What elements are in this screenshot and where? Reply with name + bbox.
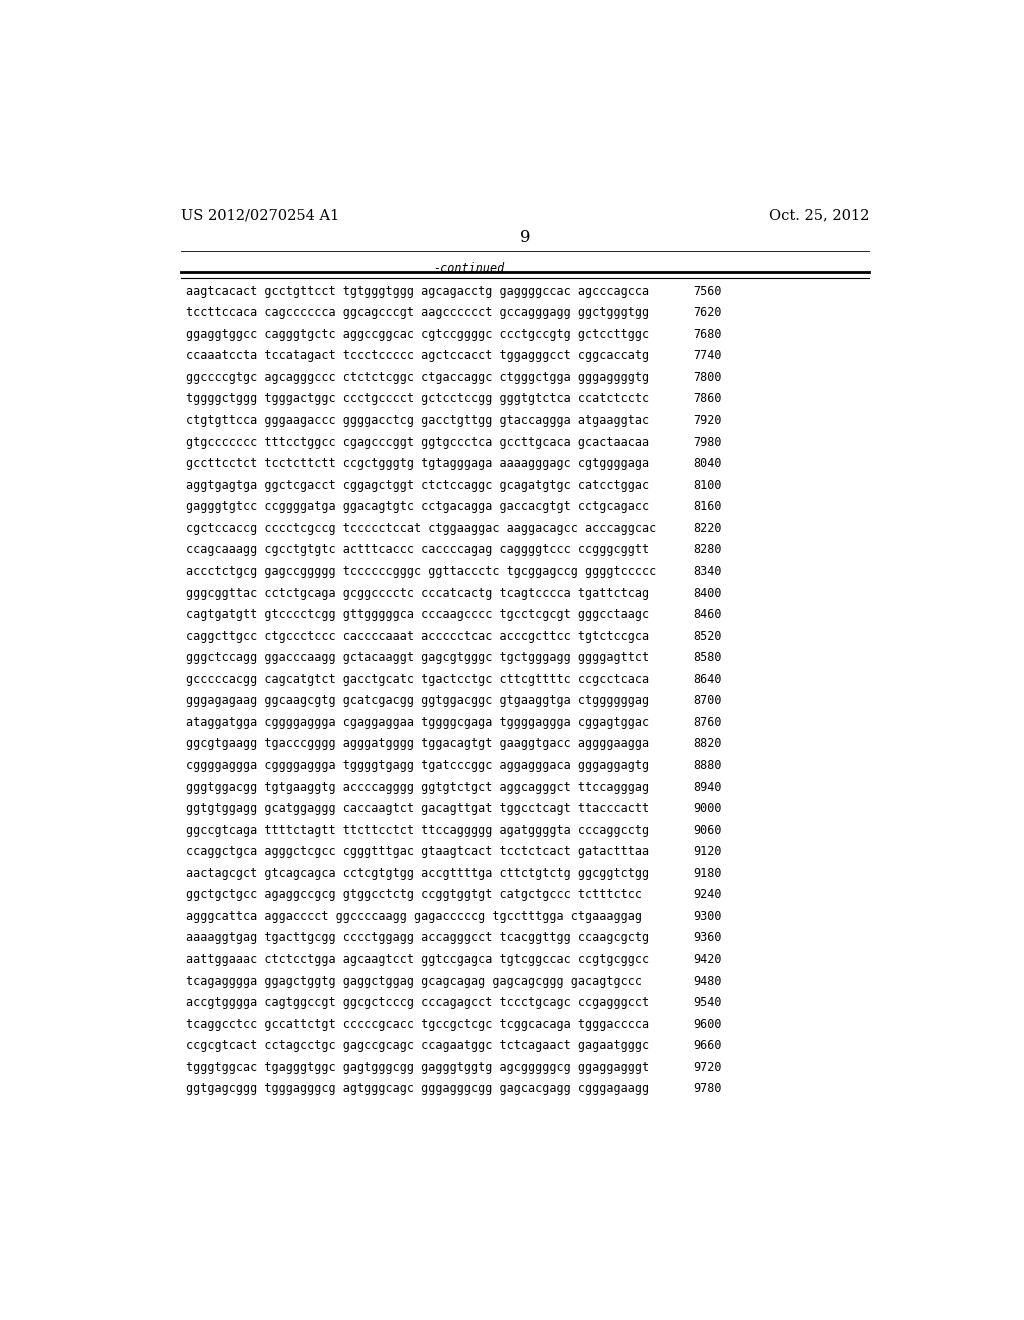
Text: Oct. 25, 2012: Oct. 25, 2012 <box>769 209 869 223</box>
Text: 8040: 8040 <box>693 457 722 470</box>
Text: gcccccacgg cagcatgtct gacctgcatc tgactcctgc cttcgttttc ccgcctcaca: gcccccacgg cagcatgtct gacctgcatc tgactcc… <box>186 673 649 686</box>
Text: ccgcgtcact cctagcctgc gagccgcagc ccagaatggc tctcagaact gagaatgggc: ccgcgtcact cctagcctgc gagccgcagc ccagaat… <box>186 1039 649 1052</box>
Text: tcagagggga ggagctggtg gaggctggag gcagcagag gagcagcggg gacagtgccc: tcagagggga ggagctggtg gaggctggag gcagcag… <box>186 974 642 987</box>
Text: gggctccagg ggacccaagg gctacaaggt gagcgtgggc tgctgggagg ggggagttct: gggctccagg ggacccaagg gctacaaggt gagcgtg… <box>186 651 649 664</box>
Text: 7740: 7740 <box>693 350 722 363</box>
Text: US 2012/0270254 A1: US 2012/0270254 A1 <box>180 209 339 223</box>
Text: 9000: 9000 <box>693 803 722 816</box>
Text: ccaaatccta tccatagact tccctccccc agctccacct tggagggcct cggcaccatg: ccaaatccta tccatagact tccctccccc agctcca… <box>186 350 649 363</box>
Text: tggggctggg tgggactggc ccctgcccct gctcctccgg gggtgtctca ccatctcctc: tggggctggg tgggactggc ccctgcccct gctcctc… <box>186 392 649 405</box>
Text: 7800: 7800 <box>693 371 722 384</box>
Text: 9480: 9480 <box>693 974 722 987</box>
Text: aagtcacact gcctgttcct tgtgggtggg agcagacctg gaggggccac agcccagcca: aagtcacact gcctgttcct tgtgggtggg agcagac… <box>186 285 649 298</box>
Text: ccaggctgca agggctcgcc cgggtttgac gtaagtcact tcctctcact gatactttaa: ccaggctgca agggctcgcc cgggtttgac gtaagtc… <box>186 845 649 858</box>
Text: 9360: 9360 <box>693 932 722 945</box>
Text: 8280: 8280 <box>693 544 722 557</box>
Text: 9780: 9780 <box>693 1082 722 1096</box>
Text: tgggtggcac tgagggtggc gagtgggcgg gagggtggtg agcgggggcg ggaggagggt: tgggtggcac tgagggtggc gagtgggcgg gagggtg… <box>186 1061 649 1074</box>
Text: gggtggacgg tgtgaaggtg accccagggg ggtgtctgct aggcagggct ttccagggag: gggtggacgg tgtgaaggtg accccagggg ggtgtct… <box>186 780 649 793</box>
Text: aaaaggtgag tgacttgcgg cccctggagg accagggcct tcacggttgg ccaagcgctg: aaaaggtgag tgacttgcgg cccctggagg accaggg… <box>186 932 649 945</box>
Text: ggtgagcggg tgggagggcg agtgggcagc gggagggcgg gagcacgagg cgggagaagg: ggtgagcggg tgggagggcg agtgggcagc gggaggg… <box>186 1082 649 1096</box>
Text: gtgccccccc tttcctggcc cgagcccggt ggtgccctca gccttgcaca gcactaacaa: gtgccccccc tttcctggcc cgagcccggt ggtgccc… <box>186 436 649 449</box>
Text: 9240: 9240 <box>693 888 722 902</box>
Text: 9120: 9120 <box>693 845 722 858</box>
Text: 8640: 8640 <box>693 673 722 686</box>
Text: 9300: 9300 <box>693 909 722 923</box>
Text: 8100: 8100 <box>693 479 722 492</box>
Text: 7620: 7620 <box>693 306 722 319</box>
Text: 9600: 9600 <box>693 1018 722 1031</box>
Text: gagggtgtcc ccggggatga ggacagtgtc cctgacagga gaccacgtgt cctgcagacc: gagggtgtcc ccggggatga ggacagtgtc cctgaca… <box>186 500 649 513</box>
Text: ccagcaaagg cgcctgtgtc actttcaccc caccccagag caggggtccc ccgggcggtt: ccagcaaagg cgcctgtgtc actttcaccc cacccca… <box>186 544 649 557</box>
Text: 8460: 8460 <box>693 609 722 622</box>
Text: 8400: 8400 <box>693 586 722 599</box>
Text: cgctccaccg cccctcgccg tccccctccat ctggaaggac aaggacagcc acccaggcac: cgctccaccg cccctcgccg tccccctccat ctggaa… <box>186 521 656 535</box>
Text: caggcttgcc ctgccctccc caccccaaat accccctcac acccgcttcc tgtctccgca: caggcttgcc ctgccctccc caccccaaat accccct… <box>186 630 649 643</box>
Text: gggagagaag ggcaagcgtg gcatcgacgg ggtggacggc gtgaaggtga ctggggggag: gggagagaag ggcaagcgtg gcatcgacgg ggtggac… <box>186 694 649 708</box>
Text: 8520: 8520 <box>693 630 722 643</box>
Text: 8700: 8700 <box>693 694 722 708</box>
Text: cggggaggga cggggaggga tggggtgagg tgatcccggc aggagggaca gggaggagtg: cggggaggga cggggaggga tggggtgagg tgatccc… <box>186 759 649 772</box>
Text: 9: 9 <box>519 230 530 247</box>
Text: ggaggtggcc cagggtgctc aggccggcac cgtccggggc ccctgccgtg gctccttggc: ggaggtggcc cagggtgctc aggccggcac cgtccgg… <box>186 327 649 341</box>
Text: 8940: 8940 <box>693 780 722 793</box>
Text: 7980: 7980 <box>693 436 722 449</box>
Text: 8820: 8820 <box>693 738 722 751</box>
Text: ctgtgttcca gggaagaccc ggggacctcg gacctgttgg gtaccaggga atgaaggtac: ctgtgttcca gggaagaccc ggggacctcg gacctgt… <box>186 414 649 428</box>
Text: 9420: 9420 <box>693 953 722 966</box>
Text: 8220: 8220 <box>693 521 722 535</box>
Text: aattggaaac ctctcctgga agcaagtcct ggtccgagca tgtcggccac ccgtgcggcc: aattggaaac ctctcctgga agcaagtcct ggtccga… <box>186 953 649 966</box>
Text: 8580: 8580 <box>693 651 722 664</box>
Text: 9180: 9180 <box>693 867 722 880</box>
Text: 9060: 9060 <box>693 824 722 837</box>
Text: accgtgggga cagtggccgt ggcgctcccg cccagagcct tccctgcagc ccgagggcct: accgtgggga cagtggccgt ggcgctcccg cccagag… <box>186 997 649 1010</box>
Text: 7920: 7920 <box>693 414 722 428</box>
Text: tccttccaca cagcccccca ggcagcccgt aagcccccct gccagggagg ggctgggtgg: tccttccaca cagcccccca ggcagcccgt aagcccc… <box>186 306 649 319</box>
Text: 9540: 9540 <box>693 997 722 1010</box>
Text: ggcgtgaagg tgacccgggg agggatgggg tggacagtgt gaaggtgacc aggggaagga: ggcgtgaagg tgacccgggg agggatgggg tggacag… <box>186 738 649 751</box>
Text: ggtgtggagg gcatggaggg caccaagtct gacagttgat tggcctcagt ttacccactt: ggtgtggagg gcatggaggg caccaagtct gacagtt… <box>186 803 649 816</box>
Text: ggctgctgcc agaggccgcg gtggcctctg ccggtggtgt catgctgccc tctttctcc: ggctgctgcc agaggccgcg gtggcctctg ccggtgg… <box>186 888 642 902</box>
Text: cagtgatgtt gtcccctcgg gttgggggca cccaagcccc tgcctcgcgt gggcctaagc: cagtgatgtt gtcccctcgg gttgggggca cccaagc… <box>186 609 649 622</box>
Text: gccttcctct tcctcttctt ccgctgggtg tgtagggaga aaaagggagc cgtggggaga: gccttcctct tcctcttctt ccgctgggtg tgtaggg… <box>186 457 649 470</box>
Text: 7860: 7860 <box>693 392 722 405</box>
Text: gggcggttac cctctgcaga gcggcccctc cccatcactg tcagtcccca tgattctcag: gggcggttac cctctgcaga gcggcccctc cccatca… <box>186 586 649 599</box>
Text: 9720: 9720 <box>693 1061 722 1074</box>
Text: agggcattca aggacccct ggccccaagg gagacccccg tgcctttgga ctgaaaggag: agggcattca aggacccct ggccccaagg gagacccc… <box>186 909 642 923</box>
Text: accctctgcg gagccggggg tccccccgggc ggttaccctc tgcggagccg ggggtccccc: accctctgcg gagccggggg tccccccgggc ggttac… <box>186 565 656 578</box>
Text: 8340: 8340 <box>693 565 722 578</box>
Text: aggtgagtga ggctcgacct cggagctggt ctctccaggc gcagatgtgc catcctggac: aggtgagtga ggctcgacct cggagctggt ctctcca… <box>186 479 649 492</box>
Text: ggccccgtgc agcagggccc ctctctcggc ctgaccaggc ctgggctgga gggaggggtg: ggccccgtgc agcagggccc ctctctcggc ctgacca… <box>186 371 649 384</box>
Text: 7680: 7680 <box>693 327 722 341</box>
Text: aactagcgct gtcagcagca cctcgtgtgg accgttttga cttctgtctg ggcggtctgg: aactagcgct gtcagcagca cctcgtgtgg accgttt… <box>186 867 649 880</box>
Text: tcaggcctcc gccattctgt cccccgcacc tgccgctcgc tcggcacaga tgggacccca: tcaggcctcc gccattctgt cccccgcacc tgccgct… <box>186 1018 649 1031</box>
Text: -continued: -continued <box>433 261 505 275</box>
Text: ataggatgga cggggaggga cgaggaggaa tggggcgaga tggggaggga cggagtggac: ataggatgga cggggaggga cgaggaggaa tggggcg… <box>186 715 649 729</box>
Text: 9660: 9660 <box>693 1039 722 1052</box>
Text: 8880: 8880 <box>693 759 722 772</box>
Text: 7560: 7560 <box>693 285 722 298</box>
Text: ggccgtcaga ttttctagtt ttcttcctct ttccaggggg agatggggta cccaggcctg: ggccgtcaga ttttctagtt ttcttcctct ttccagg… <box>186 824 649 837</box>
Text: 8160: 8160 <box>693 500 722 513</box>
Text: 8760: 8760 <box>693 715 722 729</box>
